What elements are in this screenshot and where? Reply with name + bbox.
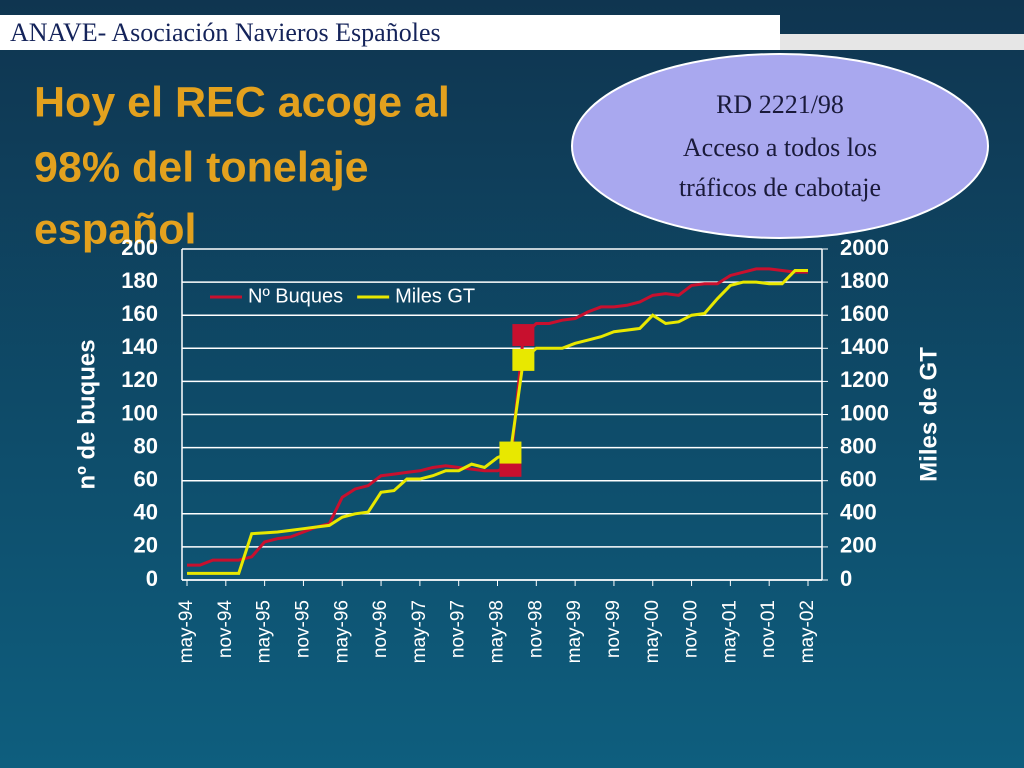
x-tick-label: nov-01	[758, 600, 779, 658]
highlight-marker	[499, 441, 522, 464]
y2-tick-label: 400	[840, 500, 877, 525]
x-tick-label: may-98	[487, 600, 508, 663]
x-tick-label: nov-97	[448, 600, 469, 658]
x-tick-label: may-01	[719, 600, 740, 663]
title-line: español	[34, 205, 197, 253]
y-tick-label: 200	[121, 235, 158, 260]
x-tick-label: nov-00	[681, 600, 702, 658]
highlight-marker	[512, 348, 535, 371]
y-tick-label: 80	[134, 433, 158, 458]
x-tick-label: nov-96	[370, 600, 391, 658]
y2-tick-label: 1800	[840, 268, 889, 293]
y2-tick-label: 800	[840, 433, 877, 458]
callout-text: Acceso a todos los	[683, 133, 877, 162]
callout-text: tráficos de cabotaje	[679, 173, 881, 202]
y2-tick-label: 600	[840, 467, 877, 492]
series-line	[187, 267, 808, 567]
x-tick-label: nov-98	[525, 600, 546, 658]
title-line: Hoy el REC acoge al	[34, 78, 450, 126]
y2-tick-label: 1000	[840, 400, 889, 425]
y-axis-title: nº de buques	[73, 339, 100, 489]
y-tick-label: 180	[121, 268, 158, 293]
y2-tick-label: 200	[840, 533, 877, 558]
chart: 0204060801001201401601802000200400600800…	[73, 235, 942, 664]
y-tick-label: 120	[121, 367, 158, 392]
y-tick-label: 100	[121, 400, 158, 425]
highlight-marker	[512, 324, 535, 347]
y2-axis-title: Miles de GT	[915, 347, 942, 482]
legend-label: Nº Buques	[248, 285, 343, 307]
x-tick-label: may-00	[642, 600, 663, 663]
x-tick-label: may-02	[797, 600, 818, 663]
x-tick-label: may-96	[331, 600, 352, 663]
y-tick-label: 40	[134, 500, 158, 525]
x-tick-label: nov-99	[603, 600, 624, 658]
y2-tick-label: 1600	[840, 301, 889, 326]
y-tick-label: 60	[134, 467, 158, 492]
x-tick-label: may-97	[409, 600, 430, 663]
y2-tick-label: 1200	[840, 367, 889, 392]
title-line: 98% del tonelaje	[34, 143, 369, 191]
x-tick-label: nov-94	[215, 600, 236, 659]
header-bar	[0, 15, 780, 50]
x-tick-label: nov-95	[292, 600, 313, 658]
y-tick-label: 160	[121, 301, 158, 326]
x-tick-label: may-99	[564, 600, 585, 663]
series-line	[187, 269, 808, 575]
y2-tick-label: 1400	[840, 334, 889, 359]
y2-tick-label: 2000	[840, 235, 889, 260]
x-tick-label: may-94	[176, 600, 197, 664]
header-text: ANAVE- Asociación Navieros Españoles	[10, 18, 441, 47]
y2-tick-label: 0	[840, 566, 852, 591]
y-tick-label: 0	[146, 566, 158, 591]
callout	[571, 53, 989, 239]
y-tick-label: 140	[121, 334, 158, 359]
callout-text: RD 2221/98	[716, 90, 844, 119]
x-tick-label: may-95	[254, 600, 275, 663]
legend-label: Miles GT	[395, 285, 475, 307]
y-tick-label: 20	[134, 533, 158, 558]
